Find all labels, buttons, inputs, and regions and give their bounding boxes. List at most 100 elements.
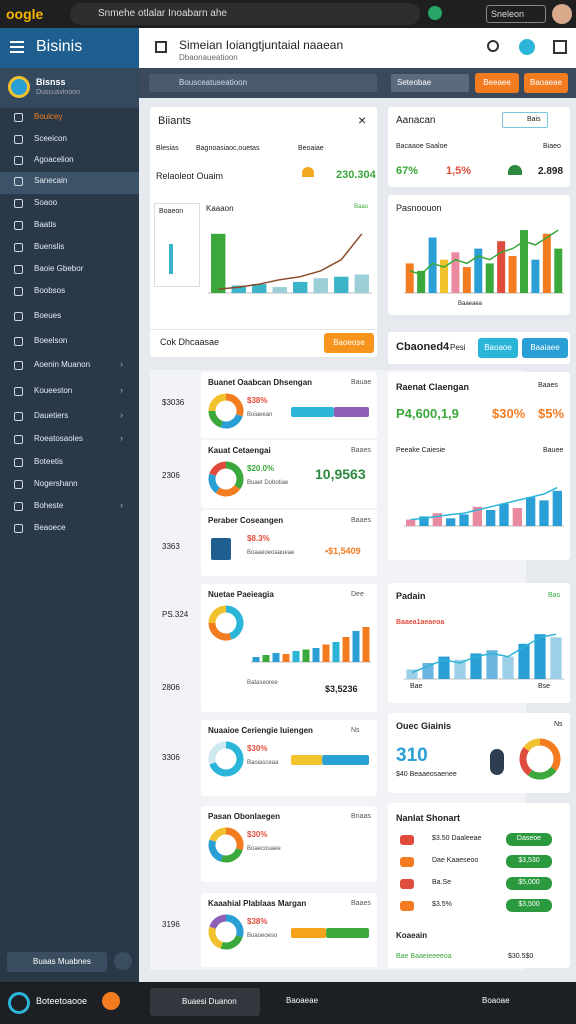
- nav-item[interactable]: Nogershann: [34, 479, 78, 488]
- nav-item[interactable]: Roeatosaoles: [34, 434, 83, 443]
- settings-icon[interactable]: [114, 952, 132, 970]
- col-head: Bagnoasiaoc,ouetas: [196, 145, 260, 152]
- header: Simeian Ioiangtjuntaial naaean Dbaonauea…: [139, 28, 576, 68]
- nav-item[interactable]: Buenslis: [34, 242, 65, 251]
- bar: [486, 650, 498, 679]
- donut: [208, 741, 244, 777]
- row-value: 230.304: [336, 169, 376, 181]
- donut: [208, 827, 244, 863]
- bar: [497, 241, 506, 293]
- grid-icon[interactable]: [553, 40, 567, 54]
- bar: [446, 518, 456, 526]
- nav-item[interactable]: Aoenin Muanon: [34, 360, 91, 369]
- list-card: Nuetae Paeieagia Dee Bataseoree $3,5236: [201, 584, 377, 712]
- donut-segment: [209, 741, 244, 777]
- chart: [404, 486, 564, 527]
- list-card: Kaaahial Plablaas Margan Baaes $38% Boaoeoe…: [201, 893, 377, 967]
- donut: [208, 393, 244, 429]
- note: Baaeaea: [458, 301, 483, 307]
- search-box[interactable]: Snmehe otlalar Inoabarn ahe: [70, 3, 420, 25]
- bar: [440, 259, 448, 293]
- bar: [502, 656, 514, 679]
- tab[interactable]: Boaoae: [482, 996, 510, 1005]
- bar: [459, 514, 469, 526]
- bar: [428, 237, 437, 293]
- pct: 67%: [396, 165, 419, 177]
- donut-segment: [215, 484, 241, 497]
- notification-icon[interactable]: [519, 39, 535, 55]
- search-icon[interactable]: [487, 40, 499, 52]
- sub: Baoiasceaa: [247, 760, 279, 766]
- footer: Koaeain: [396, 931, 428, 940]
- nav-icon: [14, 113, 23, 122]
- list-card: Pasan Obonlaegen Bnaas $30% Boaecouaee: [201, 806, 377, 882]
- filter-select[interactable]: Seteobae: [391, 74, 469, 92]
- right-card: Padain Bas Baaea1aeaeoa Bae Bse: [388, 583, 570, 703]
- avatar[interactable]: [552, 4, 572, 24]
- header-icon: [155, 41, 167, 53]
- filter-button[interactable]: Beeaee: [475, 73, 519, 93]
- bar: [462, 267, 471, 293]
- nav-item[interactable]: Baatis: [34, 220, 57, 229]
- nav-item[interactable]: Boulcey: [34, 112, 63, 121]
- nav-item[interactable]: Koueeston: [34, 386, 73, 395]
- bar: [417, 270, 426, 293]
- bar: [405, 263, 414, 293]
- filter-button[interactable]: Baoaeae: [524, 73, 568, 93]
- bar: [508, 256, 517, 293]
- input[interactable]: Bais: [502, 112, 548, 128]
- nav-item[interactable]: Sanecain: [34, 176, 68, 185]
- bar: [512, 508, 522, 526]
- nav-item[interactable]: Agoacelion: [34, 155, 74, 164]
- col-head: Blesias: [156, 145, 179, 152]
- nav-item[interactable]: Beaoece: [34, 523, 66, 532]
- chart: [404, 633, 564, 680]
- nav-item[interactable]: Boteetis: [34, 457, 63, 466]
- card-title: Nuetae Paeieagia: [208, 590, 274, 599]
- nav-item[interactable]: Boobsos: [34, 286, 66, 295]
- card-title: Nanlat Shonart: [396, 813, 461, 823]
- nav-item[interactable]: Dauetiers: [34, 411, 69, 420]
- sub: Boiaeean: [247, 412, 273, 418]
- foot: Bae Baaeieeeeoa: [396, 953, 452, 960]
- footer-button[interactable]: Buaas Muabnes: [7, 952, 107, 972]
- user-sub: Duscusvinoon: [36, 89, 80, 96]
- chevron: ›: [120, 433, 123, 443]
- user-avatar: [8, 76, 30, 98]
- sign-in[interactable]: Sneleon: [486, 5, 546, 23]
- menu-icon[interactable]: [10, 41, 24, 43]
- nav-icon: [14, 435, 23, 444]
- bar: [554, 248, 563, 293]
- nav-item[interactable]: Boeues: [34, 311, 62, 320]
- progress: [291, 407, 369, 417]
- bar-button[interactable]: Baoaoe: [478, 338, 518, 358]
- nav-icon: [14, 199, 23, 208]
- bar: [252, 657, 260, 662]
- nav-item[interactable]: Sceeicon: [34, 134, 67, 143]
- donut-segment: [208, 622, 232, 641]
- nav-item[interactable]: Baoie Gbebor: [34, 264, 84, 273]
- nav-item[interactable]: Boheste: [34, 501, 64, 510]
- tab[interactable]: Baoaeae: [286, 996, 319, 1005]
- bar-button[interactable]: Baaiaee: [522, 338, 568, 358]
- row-label: PS.324: [162, 610, 189, 619]
- bar: [354, 274, 369, 293]
- chart-note: Baao: [354, 204, 369, 210]
- extension-icon[interactable]: [428, 6, 442, 20]
- nav-item[interactable]: Boeelson: [34, 336, 68, 345]
- label: Biaeo: [543, 143, 561, 150]
- list-card: Nuaaioe Ceriengie Iuiengen Ns $30% Baoiasce…: [201, 720, 377, 796]
- value: $3,5236: [325, 684, 358, 694]
- footer-button[interactable]: Baoeose: [324, 333, 374, 353]
- pct: $8.3%: [247, 534, 270, 543]
- bar: [438, 656, 450, 679]
- bar-label: Pesi: [450, 343, 466, 352]
- nav-icon: [14, 387, 23, 396]
- bar: [550, 637, 562, 679]
- filter-search[interactable]: Bousceatuseatioon: [149, 74, 377, 92]
- row-label: 2306: [162, 471, 180, 480]
- close[interactable]: ×: [358, 112, 367, 128]
- card-tag: Baaes: [351, 900, 371, 907]
- nav-item[interactable]: Soaoo: [34, 198, 58, 207]
- active-tab[interactable]: Buaesi Duanon: [150, 988, 260, 1016]
